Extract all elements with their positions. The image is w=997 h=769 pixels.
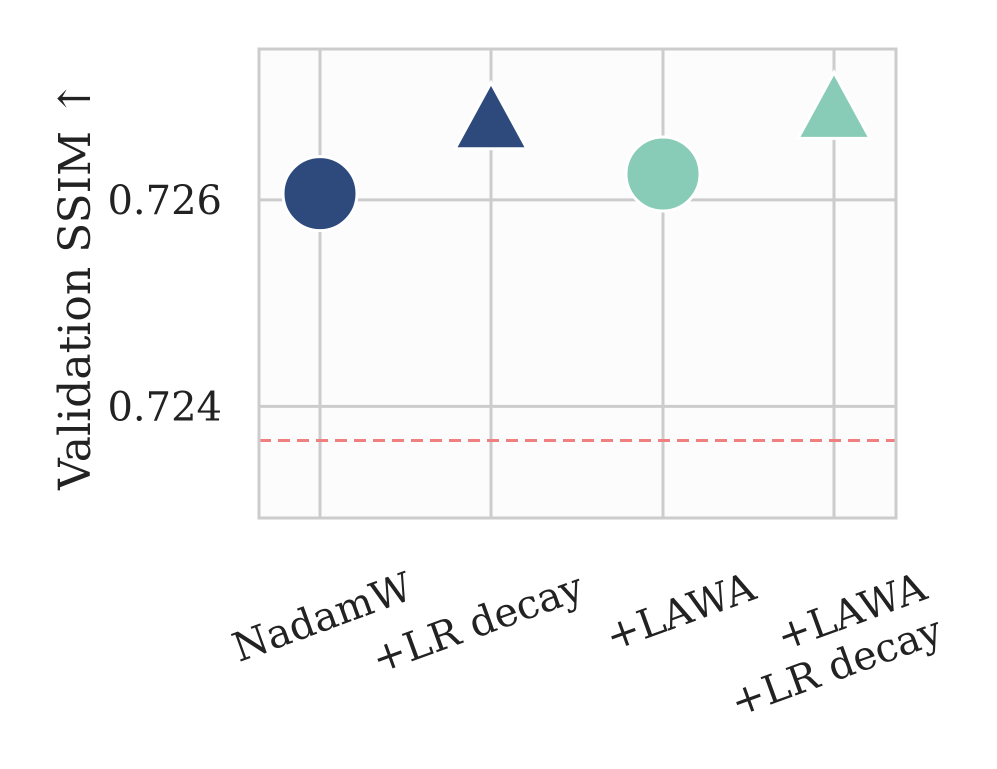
plot-area [259,49,896,518]
y-tick-label: 0.726 [107,178,222,224]
x-tick-label: +LAWA [600,564,763,661]
y-axis-label: Validation SSIM ↑ [50,80,101,491]
y-tick-labels: 0.724 0.726 [107,178,222,431]
plot-frame [257,47,898,520]
x-tick-labels: NadamW+LR decay +LAWA +LAWA+LR decay [227,564,949,726]
y-tick-label: 0.724 [107,384,222,430]
triangle-marker [795,69,873,140]
x-tick-label-line: +LAWA [600,564,763,661]
circle-marker [281,155,359,233]
data-markers [281,69,873,233]
circle-marker [624,135,702,213]
triangle-marker [452,79,530,151]
